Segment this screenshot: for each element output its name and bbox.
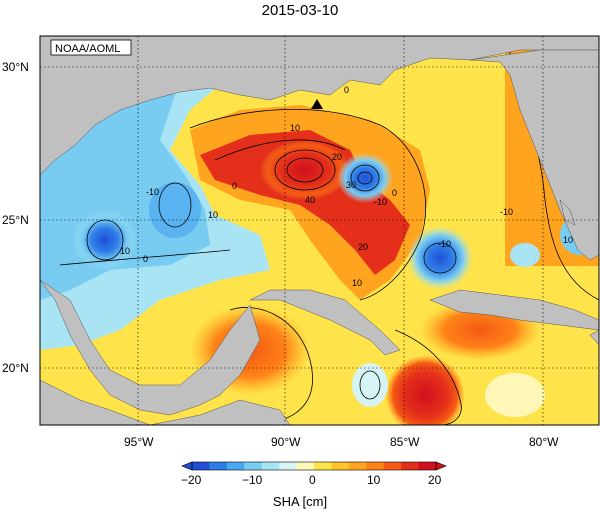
contour-labels: 10 0 -10 20 40 30 0 -10 10 10 0 -10 20 10 0 -10 10 xyxy=(120,85,573,288)
contour-label: 20 xyxy=(332,152,342,162)
south-cold-1 xyxy=(352,363,388,407)
colorbar-segment xyxy=(331,462,350,470)
lat-tick-labels: 30°N 25°N 20°N xyxy=(2,60,29,375)
contour-label: 10 xyxy=(290,123,300,133)
map-field: 10 0 -10 20 40 30 0 -10 10 10 0 -10 20 10 0 -10 10 xyxy=(40,36,599,425)
colorbar-segment xyxy=(279,462,298,470)
colorbar-tick-2: 0 xyxy=(309,473,316,487)
warm-core-eddy xyxy=(260,140,350,200)
credit-box: NOAA/AOML xyxy=(50,39,132,56)
colorbar-segment xyxy=(418,462,437,470)
contour-label: 10 xyxy=(120,246,130,256)
lon-tick-1: 90°W xyxy=(271,435,301,449)
south-warm-2 xyxy=(385,355,465,425)
west-eddy xyxy=(73,210,137,270)
contour-label: -10 xyxy=(146,187,159,197)
us-gulf-coast xyxy=(40,36,599,176)
map-title: 2015-03-10 xyxy=(261,2,339,19)
contour-label: -10 xyxy=(438,239,451,249)
colorbar-segment xyxy=(383,462,402,470)
lon-tick-labels: 95°W 90°W 85°W 80°W xyxy=(124,435,559,449)
colorbar-segment xyxy=(192,462,210,470)
contour-label: -10 xyxy=(500,207,513,217)
lon-tick-2: 85°W xyxy=(390,435,420,449)
contour-label: -10 xyxy=(374,197,387,207)
atlantic-cold-3 xyxy=(510,243,540,267)
graticule xyxy=(40,36,599,425)
contour-label: 0 xyxy=(392,188,397,198)
colorbar-tick-1: −10 xyxy=(242,473,263,487)
cold-eddy-south xyxy=(407,226,473,290)
cuba xyxy=(429,289,599,331)
contour-label: 30 xyxy=(346,180,356,190)
colorbar-segment xyxy=(366,462,385,470)
colorbar-tick-4: 20 xyxy=(428,473,442,487)
contour-label: 20 xyxy=(358,242,368,252)
bahamas xyxy=(559,199,576,226)
colorbar xyxy=(181,461,447,471)
lat-tick-2: 20°N xyxy=(2,361,29,375)
contour-label: 40 xyxy=(305,195,315,205)
south-cold-2 xyxy=(485,373,545,417)
colorbar-segment xyxy=(209,462,228,470)
colorbar-tick-0: −20 xyxy=(181,473,202,487)
colorbar-segment xyxy=(314,462,332,470)
colorbar-left-arrow xyxy=(181,461,193,471)
mexico-east xyxy=(40,279,261,416)
mexico-south xyxy=(40,379,291,425)
contour-label: 0 xyxy=(232,181,237,191)
colorbar-segment xyxy=(261,462,280,470)
contour-label: 0 xyxy=(344,85,349,95)
cold-eddy-north xyxy=(337,153,393,203)
lat-tick-0: 30°N xyxy=(2,60,29,74)
colorbar-tick-3: 10 xyxy=(367,473,381,487)
land xyxy=(40,36,599,425)
colorbar-segment xyxy=(296,462,315,470)
contour-label: 0 xyxy=(143,254,148,264)
contour-lines xyxy=(59,36,599,425)
contour-label: 10 xyxy=(563,235,573,245)
lon-tick-0: 95°W xyxy=(124,435,154,449)
lon-tick-3: 80°W xyxy=(529,435,559,449)
colorbar-right-arrow xyxy=(435,461,447,471)
west-eddy-2 xyxy=(149,182,201,238)
contour-label: 10 xyxy=(352,278,362,288)
lat-tick-1: 25°N xyxy=(2,213,29,227)
credit-text: NOAA/AOML xyxy=(55,43,120,55)
colorbar-segment xyxy=(226,462,245,470)
colorbar-label: SHA [cm] xyxy=(272,494,328,509)
hispaniola-edge xyxy=(589,329,599,346)
colorbar-segment xyxy=(401,462,420,470)
colorbar-frame xyxy=(191,461,437,471)
yucatan xyxy=(249,289,401,356)
map-frame xyxy=(39,35,600,426)
colorbar-segment xyxy=(348,462,367,470)
contour-label: 10 xyxy=(208,210,218,220)
colorbar-segment xyxy=(244,462,263,470)
colorbar-ticks: −20 −10 0 10 20 xyxy=(181,473,442,487)
triangle-marker-icon xyxy=(311,99,323,109)
